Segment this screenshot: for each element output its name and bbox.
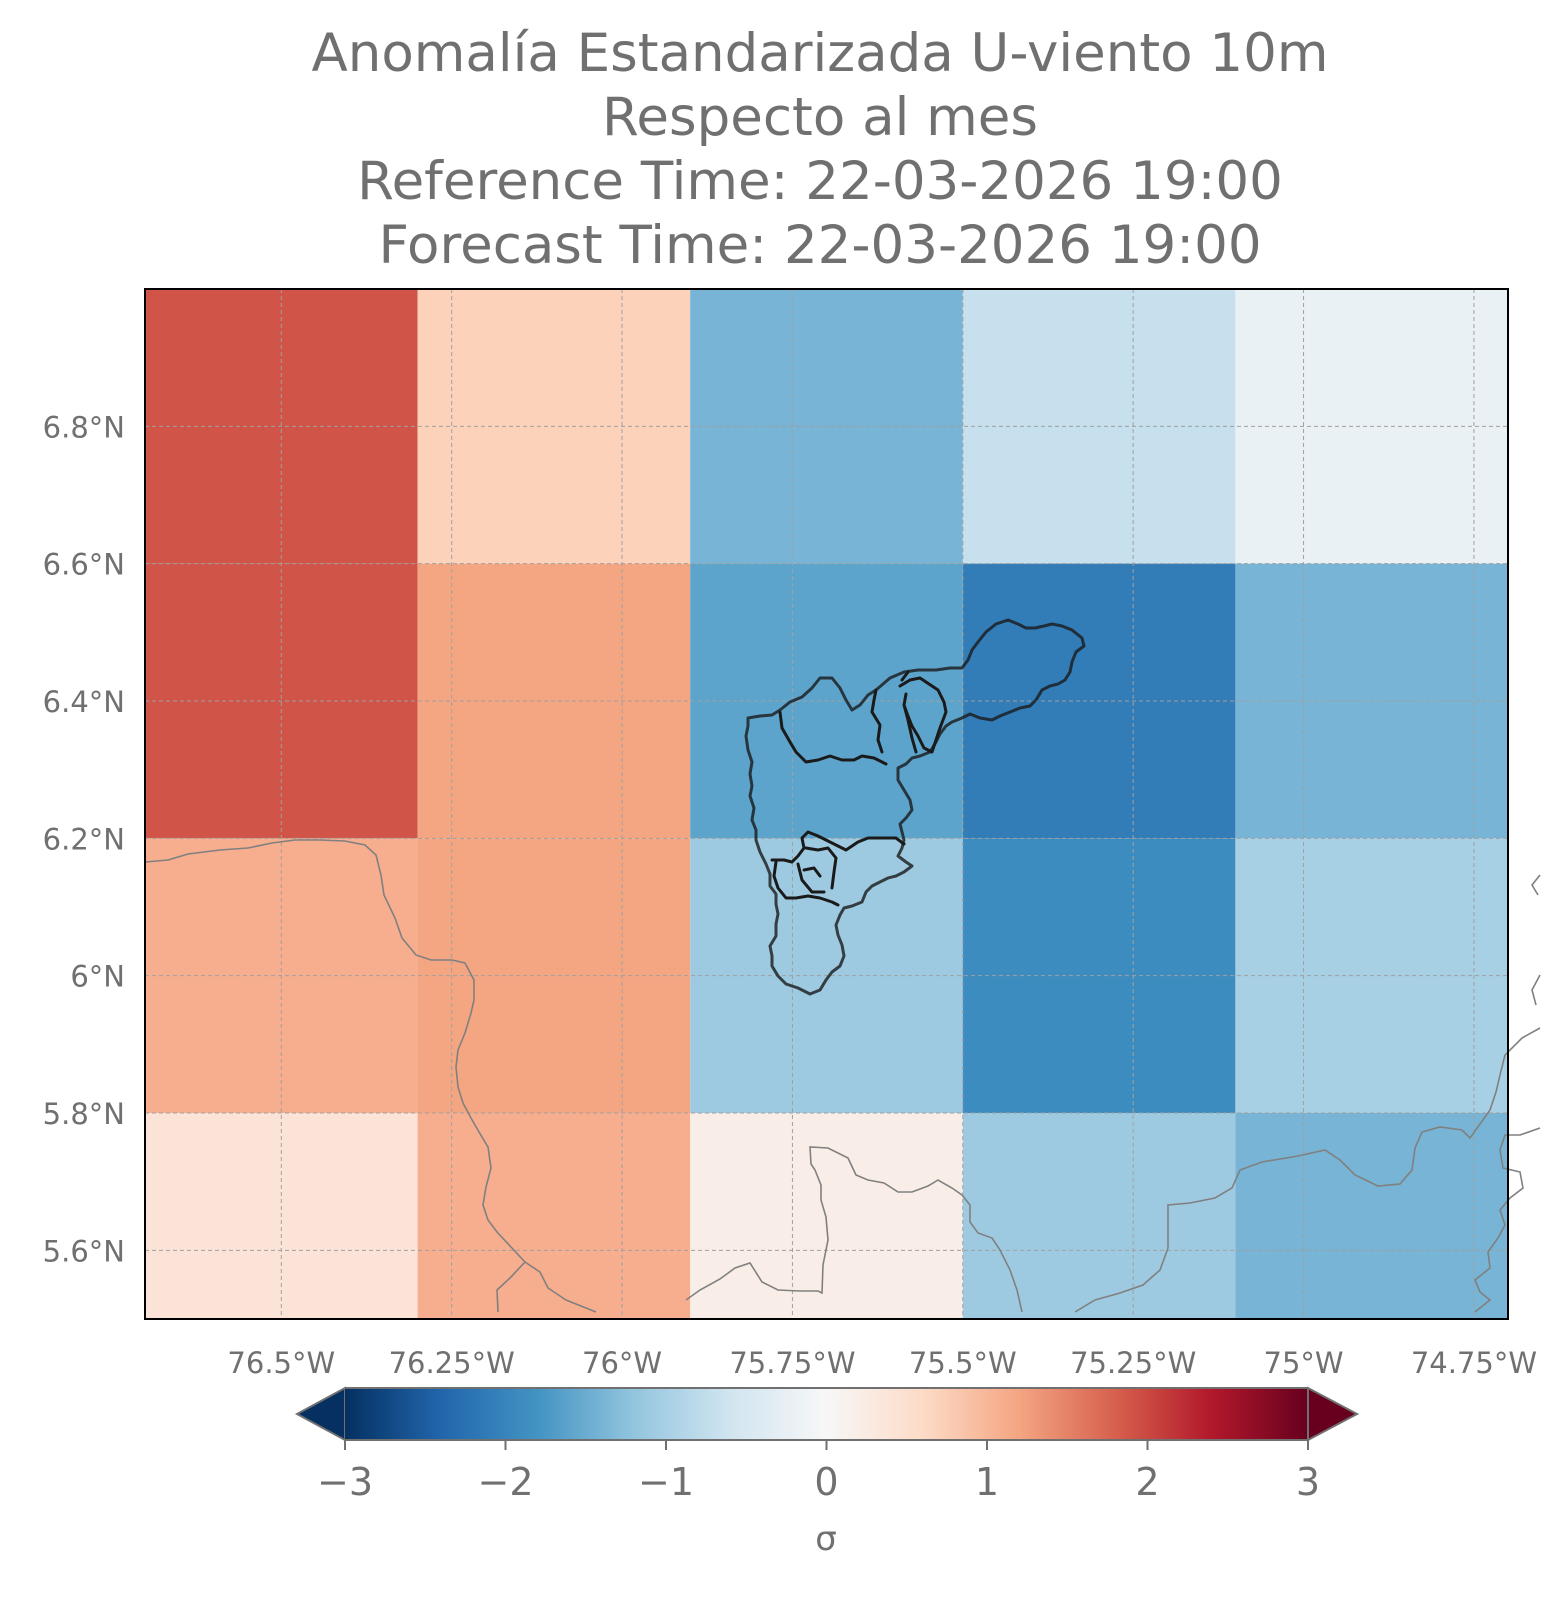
boundary-east [1474, 1127, 1541, 1313]
regional-boundaries [144, 839, 1541, 1313]
longitude-tick-label: 76.25°W [389, 1346, 515, 1380]
title-line-1: Anomalía Estandarizada U-viento 10m [311, 23, 1329, 84]
anomaly-cell-r3-c4 [1235, 1113, 1508, 1319]
longitude-tick-label: 74.75°W [1411, 1346, 1537, 1380]
municipality-divider-north [778, 670, 948, 766]
longitude-tick-label: 75.75°W [729, 1346, 855, 1380]
colorbar-gradient [345, 1388, 1308, 1440]
municipal-boundaries [744, 618, 1086, 996]
title-line-4: Forecast Time: 22-03-2026 19:00 [378, 215, 1262, 276]
colorbar-extend-min [294, 1386, 346, 1442]
latitude-tick-label: 6.8°N [43, 410, 125, 444]
latitude-tick-label: 6.4°N [43, 685, 125, 719]
latitude-tick-label: 6°N [70, 960, 125, 994]
municipality-outline [744, 618, 1086, 996]
longitude-tick-label: 75.5°W [909, 1346, 1017, 1380]
colorbar-ticks: −3 −2 −1 0 1 2 3 [317, 1440, 1320, 1504]
latitude-tick-label: 5.6°N [43, 1234, 125, 1268]
colorbar-tick-label: 0 [814, 1460, 838, 1504]
map-title: Anomalía Estandarizada U-viento 10m Resp… [0, 22, 1544, 278]
boundary-east-edge [1531, 874, 1541, 1006]
colorbar-tick-label: −3 [317, 1460, 373, 1504]
colorbar-label: σ [815, 1519, 837, 1559]
longitude-tick-label: 75.25°W [1070, 1346, 1196, 1380]
colorbar-extend-max [1307, 1386, 1360, 1442]
colorbar-tick-label: 3 [1296, 1460, 1320, 1504]
latitude-tick-label: 6.2°N [43, 822, 125, 856]
map-frame [144, 288, 1509, 1320]
boundary-southwest-spur [496, 1261, 526, 1313]
latitude-tick-label: 6.6°N [43, 548, 125, 582]
anomaly-cell-r3-c1 [417, 1113, 691, 1319]
boundary-south-central [685, 1146, 1023, 1313]
axis-tick-labels: 76.5°W 76.25°W 76°W 75.75°W 75.5°W 75.25°W 75°… [43, 410, 1537, 1380]
colorbar-tick-label: −1 [638, 1460, 694, 1504]
title-line-3: Reference Time: 22-03-2026 19:00 [357, 151, 1283, 212]
longitude-tick-label: 76°W [582, 1346, 662, 1380]
anomaly-cell-r3-c3 [962, 1113, 1236, 1319]
longitude-tick-label: 76.5°W [227, 1346, 335, 1380]
boundary-southeast [1074, 1027, 1541, 1313]
boundary-west [144, 839, 597, 1313]
title-line-2: Respecto al mes [601, 87, 1038, 148]
latitude-tick-label: 5.8°N [43, 1097, 125, 1131]
colorbar-tick-label: 2 [1135, 1460, 1159, 1504]
municipality-divider-south [770, 830, 906, 907]
longitude-tick-label: 75°W [1264, 1346, 1344, 1380]
colorbar-tick-label: 1 [975, 1460, 999, 1504]
colorbar-tick-label: −2 [477, 1460, 533, 1504]
